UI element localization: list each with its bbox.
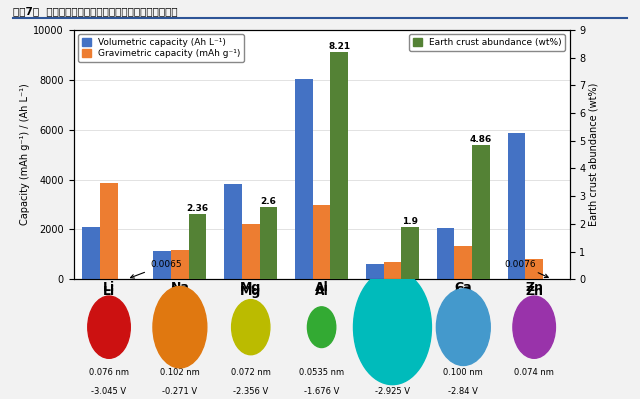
Text: Al: Al (315, 281, 328, 294)
Bar (366, 264, 383, 279)
Bar (100, 183, 118, 279)
Bar (525, 259, 543, 279)
Bar (313, 205, 330, 279)
Text: 4.86: 4.86 (470, 134, 492, 144)
Text: 0.0076: 0.0076 (504, 260, 548, 278)
Text: Zn: Zn (525, 281, 543, 294)
Text: -1.676 V: -1.676 V (304, 387, 339, 396)
Text: 2.36: 2.36 (186, 204, 209, 213)
Bar (383, 262, 401, 279)
Bar (295, 79, 313, 279)
Ellipse shape (436, 289, 490, 365)
Y-axis label: Capacity (mAh g⁻¹) / (Ah L⁻¹): Capacity (mAh g⁻¹) / (Ah L⁻¹) (20, 84, 31, 225)
Bar (189, 214, 207, 279)
Y-axis label: Earth crust abundance (wt%): Earth crust abundance (wt%) (588, 83, 598, 226)
Bar (472, 145, 490, 279)
Text: -3.045 V: -3.045 V (92, 387, 127, 396)
Text: K: K (388, 281, 397, 294)
Text: 图表7：  不同金属的丰度、容量密度和对标准氢电极电压: 图表7： 不同金属的丰度、容量密度和对标准氢电极电压 (13, 6, 177, 16)
Ellipse shape (88, 296, 131, 358)
Text: 0.076 nm: 0.076 nm (89, 368, 129, 377)
Text: 1.9: 1.9 (402, 217, 418, 225)
Bar (436, 228, 454, 279)
Bar (260, 207, 277, 279)
Bar (154, 251, 171, 279)
Bar (401, 227, 419, 279)
Text: -2.356 V: -2.356 V (233, 387, 268, 396)
Text: Na: Na (170, 281, 189, 294)
Text: 0.102 nm: 0.102 nm (160, 368, 200, 377)
Legend: Earth crust abundance (wt%): Earth crust abundance (wt%) (409, 34, 565, 51)
Ellipse shape (353, 270, 431, 385)
Bar (454, 246, 472, 279)
Text: Mg: Mg (240, 281, 261, 294)
Bar (508, 133, 525, 279)
Bar (330, 52, 348, 279)
Text: Li: Li (103, 281, 115, 294)
Text: -2.84 V: -2.84 V (449, 387, 478, 396)
Ellipse shape (307, 307, 336, 348)
Ellipse shape (513, 296, 556, 358)
Text: 8.21: 8.21 (328, 42, 350, 51)
Text: 0.0535 nm: 0.0535 nm (299, 368, 344, 377)
Text: -2.925 V: -2.925 V (375, 387, 410, 396)
Ellipse shape (153, 286, 207, 368)
Bar (242, 224, 260, 279)
Bar (224, 184, 242, 279)
Text: 0.072 nm: 0.072 nm (231, 368, 271, 377)
Text: 0.100 nm: 0.100 nm (444, 368, 483, 377)
Bar (171, 250, 189, 279)
Text: 0.138 Å: 0.138 Å (376, 368, 408, 377)
Text: 0.0065: 0.0065 (131, 260, 182, 278)
Ellipse shape (232, 300, 270, 355)
Text: 2.6: 2.6 (260, 197, 276, 206)
Text: 0.074 nm: 0.074 nm (514, 368, 554, 377)
Text: -0.271 V: -0.271 V (163, 387, 198, 396)
Bar (83, 227, 100, 279)
Text: Ca: Ca (454, 281, 472, 294)
